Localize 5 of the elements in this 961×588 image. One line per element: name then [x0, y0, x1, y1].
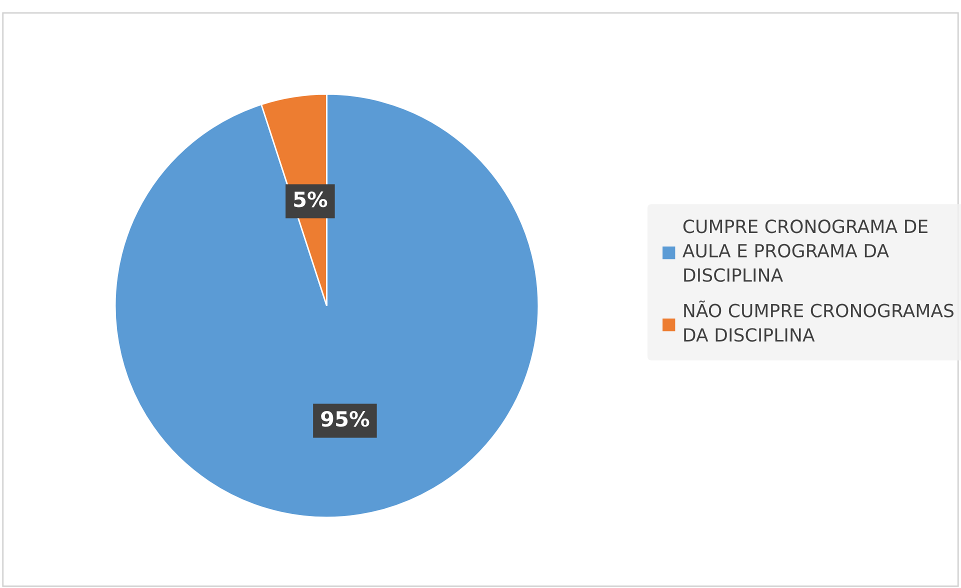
- legend-label: NÃO CUMPRE CRONOGRAMAS DA DISCIPLINA: [684, 300, 954, 342]
- data-label: 5%: [294, 192, 328, 208]
- legend-label: CUMPRE CRONOGRAMA DE AULA E PROGRAMA DA DISCIPLINA: [682, 220, 928, 282]
- pie-slice: [114, 93, 540, 518]
- data-label: 95%: [321, 411, 370, 427]
